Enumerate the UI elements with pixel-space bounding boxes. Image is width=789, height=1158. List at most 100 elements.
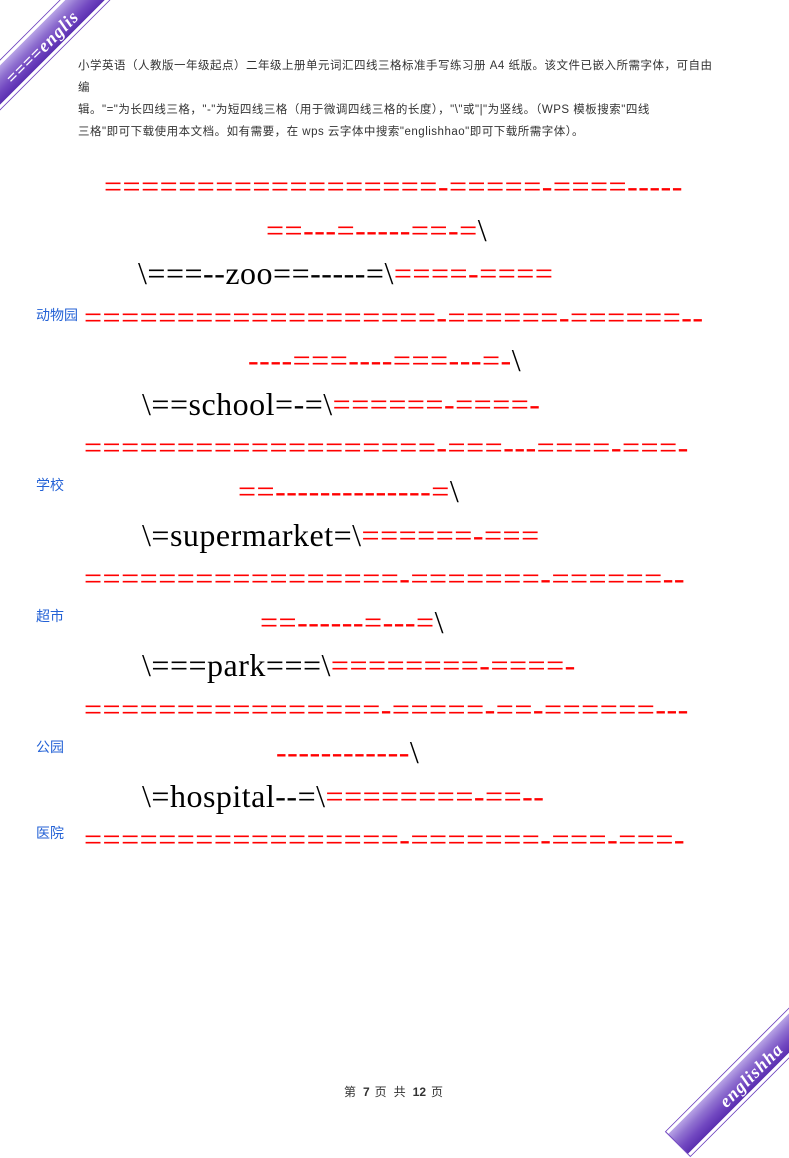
grid-segment: ==== (455, 386, 529, 422)
grid-segment: \ (384, 255, 393, 291)
grid-segment: === (393, 342, 449, 378)
grid-segment: \ (142, 647, 151, 683)
writing-line: \===--zoo==-----=\====-==== (78, 252, 718, 296)
grid-segment: ====== (333, 386, 444, 422)
grid-segment: ====== (544, 691, 655, 727)
grid-segment: ====== (570, 299, 681, 335)
grid-segment: ---- (354, 734, 399, 770)
grid-segment: - (479, 647, 490, 683)
header-line-3: 三格"即可下载使用本文档。如有需要，在 wps 云字体中搜索"englishha… (78, 122, 718, 144)
grid-segment: \ (142, 517, 151, 553)
vocab-entry: 公园==------=---=\\===park===\========-===… (78, 601, 718, 732)
page-footer: 第 7 页 共 12 页 (0, 1083, 789, 1100)
grid-segment: = (416, 604, 435, 640)
practice-content: 动物园==================-=====-====-----==-… (78, 165, 718, 861)
grid-segment: - (559, 299, 570, 335)
header-line-1: 小学英语（人教版一年级起点）二年级上册单元词汇四线三格标准手写练习册 A4 纸版… (78, 56, 718, 100)
grid-segment: - (674, 821, 685, 857)
grid-segment: -- (203, 255, 225, 291)
grid-segment: === (448, 429, 504, 465)
grid-segment: == (260, 604, 297, 640)
grid-segment: --- (303, 212, 336, 248)
grid-segment: - (473, 517, 484, 553)
grid-segment: -------- (286, 473, 375, 509)
grid-segment: == (266, 212, 303, 248)
writing-line: ==---=-----==-=\ (78, 209, 718, 253)
grid-segment: --- (655, 691, 688, 727)
grid-segment: = (337, 212, 356, 248)
writing-line: ===================-===---====-===- (78, 426, 718, 470)
writing-line: \=supermarket=\======-=== (78, 514, 718, 558)
grid-segment: - (540, 821, 551, 857)
grid-segment: -- (663, 560, 685, 596)
vocab-word: zoo (225, 255, 273, 291)
writing-line: \===park===\========-====- (78, 644, 718, 688)
document-page: 小学英语（人教版一年级起点）二年级上册单元词汇四线三格标准手写练习册 A4 纸版… (78, 56, 718, 862)
footer-suffix: 页 (426, 1085, 445, 1099)
grid-segment: \ (323, 386, 332, 422)
grid-segment: === (622, 429, 678, 465)
grid-segment: - (294, 386, 305, 422)
grid-segment: \ (138, 255, 147, 291)
grid-segment: ======== (331, 647, 479, 683)
grid-segment: - (607, 821, 618, 857)
header-line-2: 辑。"="为长四线三格，"-"为短四线三格（用于微调四线三格的长度），"\"或"… (78, 100, 718, 122)
grid-segment: \ (450, 473, 459, 509)
grid-segment: ===== (449, 168, 542, 204)
grid-segment: - (275, 473, 286, 509)
grid-segment: - (399, 734, 410, 770)
grid-segment: --- (248, 342, 281, 378)
grid-segment: ==== (394, 255, 468, 291)
writing-line: \=hospital--=\========-==-- (78, 775, 718, 819)
footer-page-total: 12 (413, 1085, 426, 1099)
grid-segment: - (399, 560, 410, 596)
vocab-entry: 学校----===----===---=-\\==school=-=\=====… (78, 339, 718, 470)
writing-line: =================-=======-======-- (78, 557, 718, 601)
grid-segment: == (238, 473, 275, 509)
grid-segment: === (293, 342, 349, 378)
grid-segment: = (459, 212, 478, 248)
watermark-ribbon-bottom-right: englishha (666, 990, 789, 1155)
grid-segment: =================== (84, 429, 436, 465)
grid-segment: ==== (490, 647, 564, 683)
grid-segment: - (381, 691, 392, 727)
grid-segment: == (496, 691, 533, 727)
grid-segment: = (151, 778, 170, 814)
vocab-entry: 动物园==================-=====-====-----==-… (78, 165, 718, 339)
grid-segment: ================== (104, 168, 438, 204)
grid-segment: \ (512, 342, 521, 378)
grid-segment: === (147, 255, 203, 291)
grid-segment: ======== (326, 778, 474, 814)
grid-segment: -- (522, 778, 544, 814)
grid-segment: ==== (537, 429, 611, 465)
grid-segment: = (298, 778, 317, 814)
vocab-entry: 医院------------\\=hospital--=\========-==… (78, 731, 718, 862)
grid-segment: ==== (553, 168, 627, 204)
writing-line: \==school=-=\======-====- (78, 383, 718, 427)
grid-segment: --- (383, 604, 416, 640)
grid-segment: - (436, 299, 447, 335)
writing-line: ==--------------=\ (78, 470, 718, 514)
grid-segment: =================== (84, 299, 436, 335)
grid-segment: ------ (297, 604, 364, 640)
grid-segment: --- (449, 342, 482, 378)
grid-segment: \ (316, 778, 325, 814)
vocab-label: 超市 (36, 606, 64, 626)
grid-segment: ======= (410, 560, 540, 596)
grid-segment: == (485, 778, 522, 814)
grid-segment: \ (478, 212, 487, 248)
grid-segment: ----- (355, 212, 411, 248)
grid-segment: = (275, 386, 294, 422)
grid-segment: ===== (392, 691, 485, 727)
grid-segment: - (468, 255, 479, 291)
writing-line: ================-=====-==-======--- (78, 688, 718, 732)
grid-segment: ---- (387, 473, 432, 509)
grid-segment: ================= (84, 821, 399, 857)
footer-prefix: 第 (344, 1085, 363, 1099)
grid-segment: -- (275, 778, 297, 814)
grid-segment: - (542, 168, 553, 204)
grid-segment: \ (352, 517, 361, 553)
grid-segment: ================ (84, 691, 381, 727)
grid-segment: - (611, 429, 622, 465)
vocab-label: 公园 (36, 737, 64, 757)
